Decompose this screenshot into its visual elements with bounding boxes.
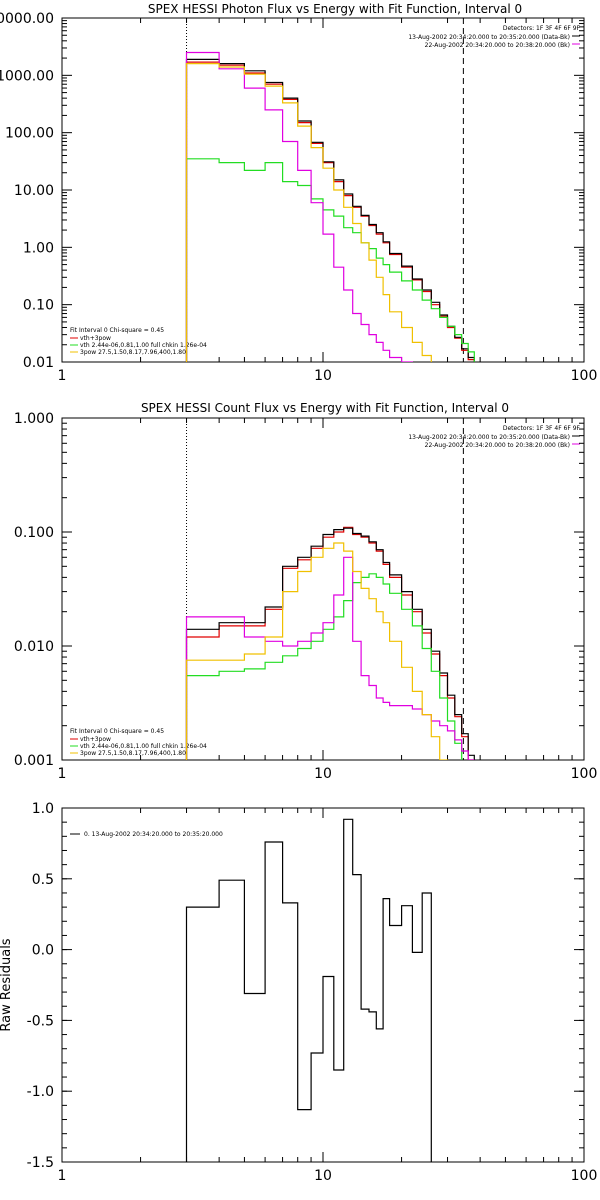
x-tick-label: 100: [571, 368, 598, 384]
series-orange-line: [185, 63, 475, 362]
legend-vth: vth 2.44e-06,0.81,1.00 full chkin 1.26e-…: [80, 342, 207, 349]
y-tick-label: 10.00: [14, 183, 54, 199]
x-tick-label: 1: [58, 368, 67, 384]
legend-vth: vth 2.44e-06,0.81,1.00 full chkin 1.26e-…: [80, 743, 207, 750]
legend-3pow: 3pow 27.5,1.50,8.17,7.96,400,1.80: [80, 750, 186, 757]
series-black-line: [185, 818, 432, 1162]
plot-frame: [61, 17, 585, 363]
chart-title: SPEX HESSI Photon Flux vs Energy with Fi…: [148, 2, 522, 16]
series-red-line: [185, 526, 475, 760]
legend-detectors: Detectors: 1F 3F 4F 6F 9F: [503, 425, 581, 432]
series-green-line: [185, 573, 475, 760]
x-tick-label: 100: [571, 766, 598, 782]
y-axis-label: Raw Residuals: [0, 938, 14, 1031]
y-tick-label: 1.0: [32, 801, 54, 817]
legend-bottom: Fit Interval 0 Chi-square = 0.45 vth+3po…: [70, 728, 207, 757]
y-tick-label: -0.5: [27, 1013, 54, 1029]
plot-frame: [61, 417, 585, 761]
legend-vth3pow: vth+3pow: [80, 736, 111, 743]
y-tick-label: 0.001: [14, 753, 54, 769]
legend-bk: 22-Aug-2002 20:34:20.000 to 20:38:20.000…: [425, 442, 570, 449]
legend-interval: 0. 13-Aug-2002 20:34:20.000 to 20:35:20.…: [84, 831, 223, 838]
legend-top: Detectors: 1F 3F 4F 6F 9F 13-Aug-2002 20…: [408, 25, 580, 49]
series-black-line: [185, 527, 475, 760]
legend-vth3pow: vth+3pow: [80, 335, 111, 342]
y-tick-label: 1000.00: [0, 68, 54, 84]
y-tick-label: 1.000: [14, 411, 54, 427]
series-green-line: [185, 158, 475, 362]
y-tick-label: 0.0: [32, 943, 54, 959]
y-tick-label: 0.100: [14, 525, 54, 541]
x-tick-label: 10: [314, 368, 332, 384]
legend-fit-interval: Fit Interval 0 Chi-square = 0.45: [70, 327, 164, 334]
y-tick-label: 0.010: [14, 639, 54, 655]
series-magenta-line: [185, 556, 475, 760]
y-tick-label: 0.5: [32, 872, 54, 888]
y-tick-label: 0000.00: [0, 11, 54, 27]
legend-bk: 22-Aug-2002 20:34:20.000 to 20:38:20.000…: [425, 42, 570, 49]
series-black-line: [185, 58, 475, 362]
x-tick-label: 1: [58, 766, 67, 782]
legend-top: Detectors: 1F 3F 4F 6F 9F 13-Aug-2002 20…: [408, 425, 580, 449]
legend-3pow: 3pow 27.5,1.50,8.17,7.96,400,1.80: [80, 349, 186, 356]
y-tick-label: -1.0: [27, 1084, 54, 1100]
x-tick-label: 1: [58, 1168, 67, 1184]
legend-top: 0. 13-Aug-2002 20:34:20.000 to 20:35:20.…: [70, 831, 223, 838]
x-tick-label: 10: [314, 1168, 332, 1184]
legend-detectors: Detectors: 1F 3F 4F 6F 9F: [503, 25, 581, 32]
chart-title: SPEX HESSI Count Flux vs Energy with Fit…: [141, 401, 509, 415]
count-flux-chart: SPEX HESSI Count Flux vs Energy with Fit…: [14, 401, 598, 782]
photon-flux-chart: SPEX HESSI Photon Flux vs Energy with Fi…: [0, 2, 597, 384]
y-tick-label: 0.10: [23, 298, 54, 314]
y-tick-label: 0.01: [23, 355, 54, 371]
series-red-line: [185, 61, 475, 362]
y-tick-label: -1.5: [27, 1155, 54, 1171]
legend-fit-interval: Fit Interval 0 Chi-square = 0.45: [70, 728, 164, 735]
legend-data-bk: 13-Aug-2002 20:34:20.000 to 20:35:20.000…: [408, 434, 570, 441]
legend-bottom: Fit Interval 0 Chi-square = 0.45 vth+3po…: [70, 327, 207, 356]
x-tick-label: 10: [314, 766, 332, 782]
x-tick-label: 100: [571, 1168, 598, 1184]
series-magenta-line: [185, 51, 475, 362]
residuals-chart: Raw Residuals 0. 13-Aug-2002 20:34:20.00…: [0, 801, 597, 1184]
y-tick-label: 1.00: [23, 240, 54, 256]
y-tick-label: 100.00: [5, 126, 54, 142]
series-orange-line: [185, 542, 475, 760]
legend-data-bk: 13-Aug-2002 20:34:20.000 to 20:35:20.000…: [408, 34, 570, 41]
